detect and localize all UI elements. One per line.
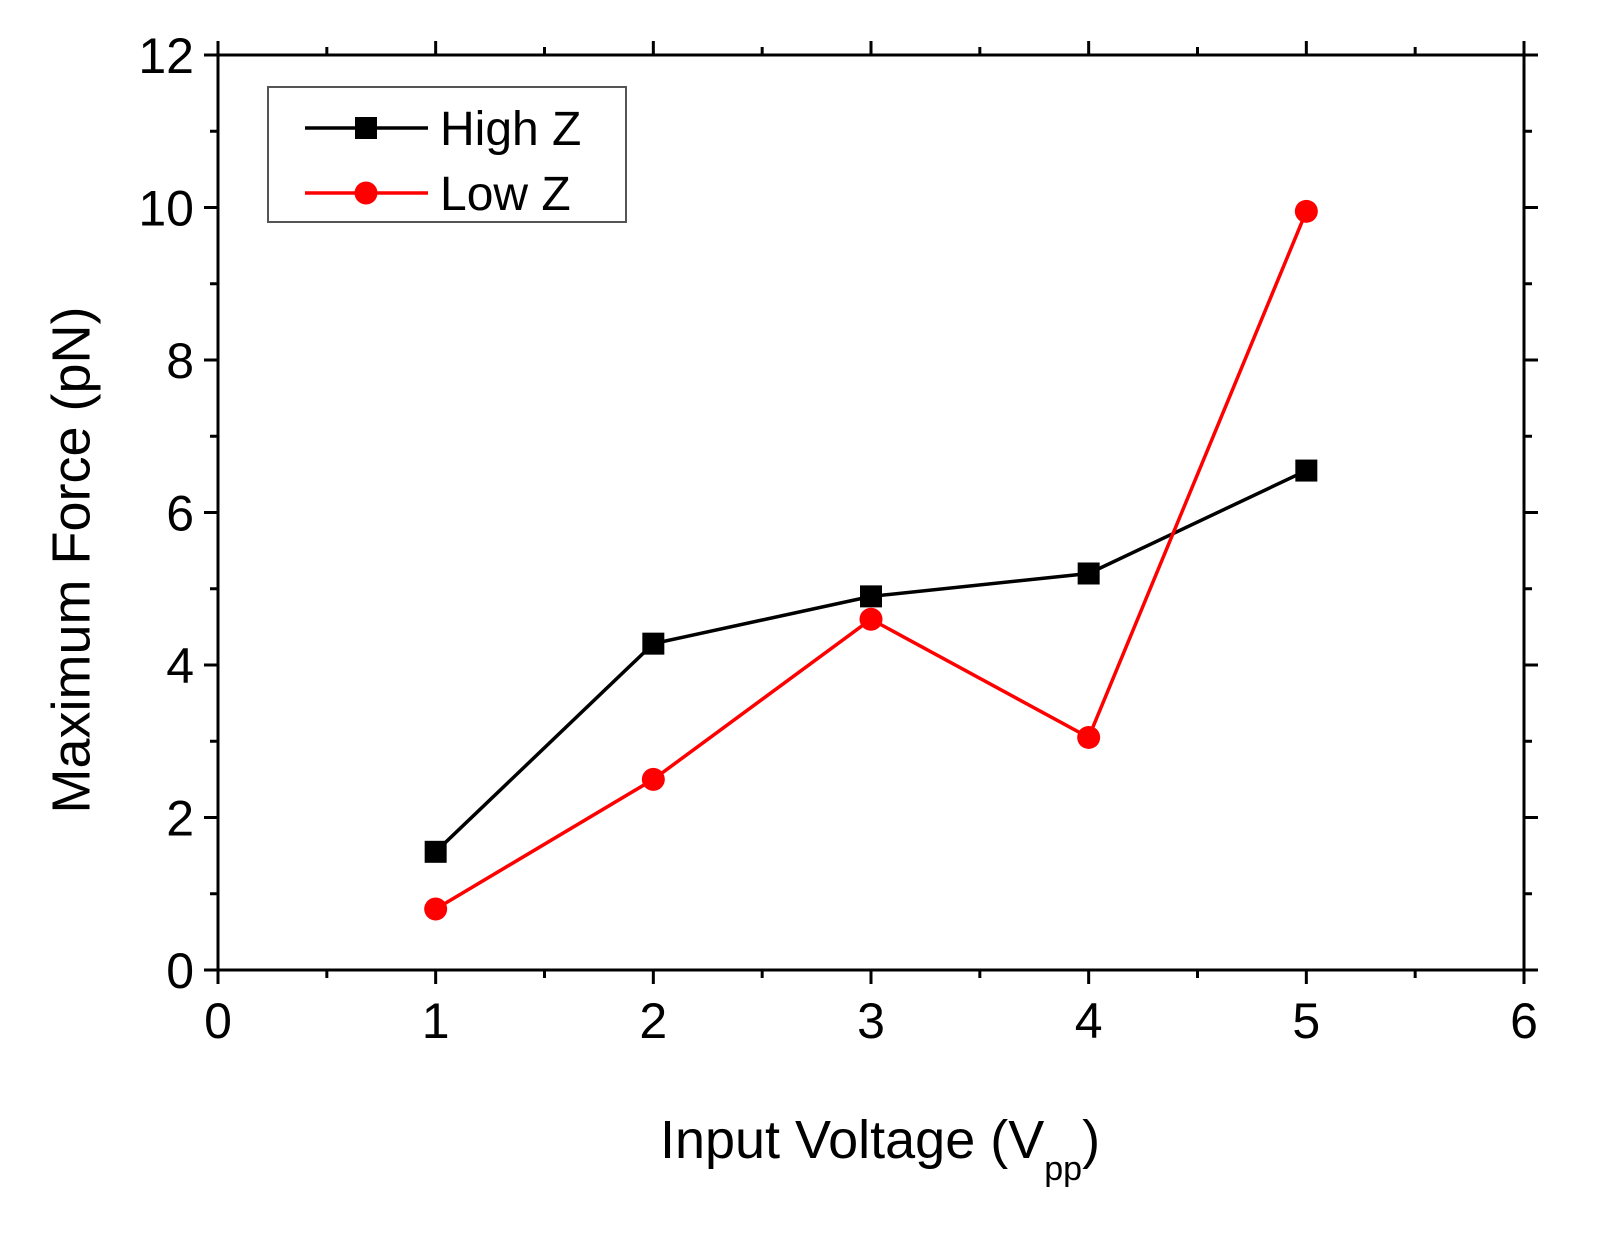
legend-marker-square [355, 117, 377, 139]
x-tick-label: 1 [422, 993, 450, 1049]
y-tick-label: 10 [138, 181, 194, 237]
x-axis-title-subscript: pp [1044, 1150, 1082, 1188]
data-point-circle [641, 767, 665, 791]
data-point-circle [859, 607, 883, 631]
y-tick-label: 2 [166, 791, 194, 847]
x-tick-label: 5 [1292, 993, 1320, 1049]
y-tick-label: 0 [166, 943, 194, 999]
legend-label: High Z [440, 103, 581, 156]
x-tick-label: 0 [204, 993, 232, 1049]
series-layer [424, 199, 1318, 921]
y-tick-label: 12 [138, 28, 194, 84]
legend-item: High Z [305, 103, 581, 156]
axis-labels: Maximum Force (pN) Input Voltage (Vpp) [41, 306, 1100, 1188]
legend-marker-circle [354, 181, 378, 205]
legend: High Z Low Z [267, 86, 627, 223]
data-point-circle [1294, 199, 1318, 223]
y-tick-label: 6 [166, 486, 194, 542]
data-point-circle [1077, 725, 1101, 749]
y-tick-label: 8 [166, 333, 194, 389]
x-tick-label: 3 [857, 993, 885, 1049]
x-tick-label: 2 [639, 993, 667, 1049]
data-point-circle [424, 897, 448, 921]
y-tick-label: 4 [166, 638, 194, 694]
y-axis-title: Maximum Force (pN) [41, 306, 101, 813]
series-high-z [424, 459, 1318, 863]
data-point-square [424, 840, 447, 863]
data-point-square [642, 632, 665, 655]
x-axis-title-main: Input Voltage (V [660, 1110, 1044, 1170]
data-point-square [1077, 562, 1100, 585]
legend-box [267, 86, 627, 223]
x-axis-title: Input Voltage (Vpp) [660, 1110, 1100, 1188]
series-low-z [424, 199, 1318, 921]
legend-label: Low Z [440, 168, 571, 221]
x-tick-label: 4 [1075, 993, 1103, 1049]
legend-item: Low Z [305, 168, 571, 221]
data-point-square [860, 585, 882, 608]
x-tick-label: 6 [1510, 993, 1538, 1049]
x-axis-title-close: ) [1082, 1110, 1100, 1170]
data-point-square [1295, 459, 1318, 482]
